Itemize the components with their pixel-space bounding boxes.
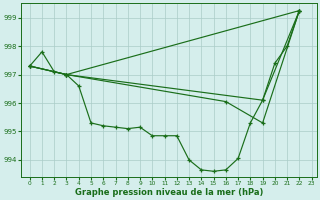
X-axis label: Graphe pression niveau de la mer (hPa): Graphe pression niveau de la mer (hPa) <box>75 188 263 197</box>
